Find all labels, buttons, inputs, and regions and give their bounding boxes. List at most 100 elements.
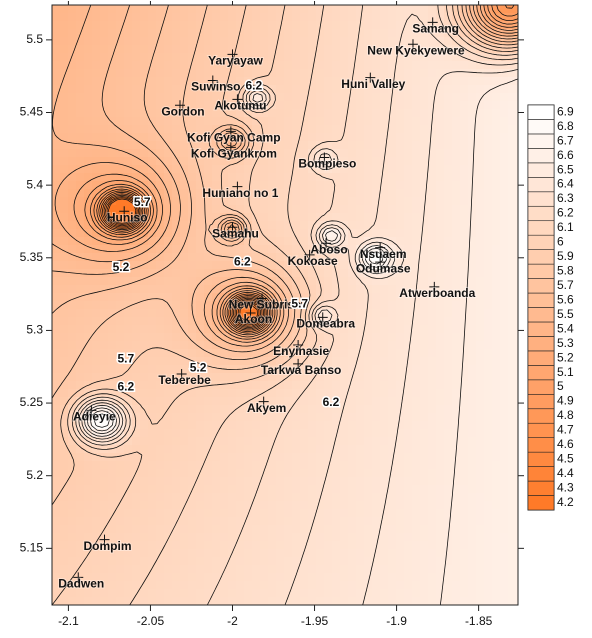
field-cell: [236, 485, 245, 494]
field-cell: [228, 29, 237, 38]
field-cell: [484, 357, 493, 366]
field-cell: [348, 125, 357, 134]
field-cell: [204, 461, 213, 470]
field-cell: [132, 77, 141, 86]
field-cell: [412, 245, 421, 254]
field-cell: [148, 581, 157, 590]
field-cell: [52, 317, 61, 326]
field-cell: [132, 509, 141, 518]
field-cell: [292, 109, 301, 118]
contour-label: 5.2: [190, 360, 207, 374]
field-cell: [212, 397, 221, 406]
field-cell: [156, 509, 165, 518]
field-cell: [276, 101, 285, 110]
field-cell: [132, 53, 141, 62]
field-cell: [172, 205, 181, 214]
field-cell: [436, 533, 445, 542]
field-cell: [420, 357, 429, 366]
field-cell: [68, 285, 77, 294]
field-cell: [468, 277, 477, 286]
field-cell: [380, 221, 389, 230]
place-label: Enyinasie: [273, 344, 329, 358]
field-cell: [140, 317, 149, 326]
field-cell: [492, 357, 501, 366]
field-cell: [484, 181, 493, 190]
field-cell: [436, 381, 445, 390]
field-cell: [444, 493, 453, 502]
field-cell: [476, 173, 485, 182]
field-cell: [452, 469, 461, 478]
field-cell: [124, 101, 133, 110]
field-cell: [116, 13, 125, 22]
field-cell: [404, 557, 413, 566]
field-cell: [516, 21, 525, 30]
field-cell: [148, 405, 157, 414]
field-cell: [172, 269, 181, 278]
field-cell: [212, 5, 221, 14]
field-cell: [412, 133, 421, 142]
field-cell: [484, 597, 493, 606]
field-cell: [196, 261, 205, 270]
field-cell: [116, 341, 125, 350]
field-cell: [220, 381, 229, 390]
field-cell: [52, 325, 61, 334]
field-cell: [180, 37, 189, 46]
field-cell: [444, 549, 453, 558]
field-cell: [68, 445, 77, 454]
field-cell: [412, 93, 421, 102]
field-cell: [156, 261, 165, 270]
field-cell: [52, 429, 61, 438]
field-cell: [516, 405, 525, 414]
field-cell: [316, 133, 325, 142]
field-cell: [92, 517, 101, 526]
field-cell: [60, 309, 69, 318]
field-cell: [236, 357, 245, 366]
field-cell: [132, 437, 141, 446]
field-cell: [204, 541, 213, 550]
field-cell: [428, 133, 437, 142]
field-cell: [348, 141, 357, 150]
field-cell: [60, 405, 69, 414]
field-cell: [492, 509, 501, 518]
field-cell: [52, 301, 61, 310]
field-cell: [516, 77, 525, 86]
field-cell: [164, 533, 173, 542]
field-cell: [396, 309, 405, 318]
field-cell: [388, 173, 397, 182]
field-cell: [212, 45, 221, 54]
field-cell: [52, 333, 61, 342]
field-cell: [52, 453, 61, 462]
field-cell: [332, 589, 341, 598]
field-cell: [196, 493, 205, 502]
field-cell: [84, 109, 93, 118]
colorbar-label: 4.5: [557, 452, 574, 466]
field-cell: [52, 413, 61, 422]
field-cell: [468, 101, 477, 110]
field-cell: [500, 109, 509, 118]
field-cell: [148, 133, 157, 142]
field-cell: [132, 541, 141, 550]
field-cell: [460, 485, 469, 494]
field-cell: [404, 581, 413, 590]
field-cell: [180, 261, 189, 270]
field-cell: [148, 37, 157, 46]
field-cell: [180, 221, 189, 230]
field-cell: [116, 245, 125, 254]
field-cell: [500, 373, 509, 382]
field-cell: [372, 13, 381, 22]
field-cell: [444, 229, 453, 238]
field-cell: [156, 53, 165, 62]
field-cell: [420, 365, 429, 374]
field-cell: [300, 133, 309, 142]
field-cell: [460, 197, 469, 206]
field-cell: [492, 237, 501, 246]
field-cell: [476, 85, 485, 94]
field-cell: [52, 29, 61, 38]
field-cell: [396, 141, 405, 150]
field-cell: [84, 469, 93, 478]
place-label: Kokoase: [288, 254, 338, 268]
field-cell: [452, 565, 461, 574]
field-cell: [372, 589, 381, 598]
colorbar-label: 4.4: [557, 466, 574, 480]
field-cell: [172, 357, 181, 366]
